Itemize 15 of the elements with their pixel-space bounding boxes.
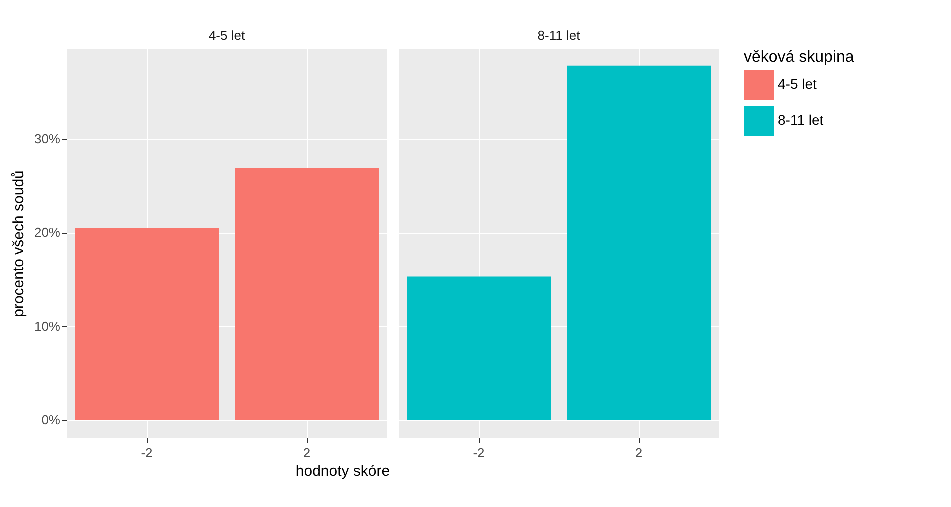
legend-label: 4-5 let bbox=[778, 76, 818, 92]
chart-title: 4-5 let bbox=[208, 28, 246, 43]
x-tick-label: -2 bbox=[141, 446, 153, 460]
y-tick-label: 10% bbox=[34, 318, 61, 334]
x-tick-label: 2 bbox=[635, 446, 643, 460]
legend-title: věková skupina bbox=[744, 49, 854, 66]
y-tick-label: 0% bbox=[42, 412, 61, 428]
legend-label: 8-11 let bbox=[778, 112, 824, 128]
x-tick-label: -2 bbox=[473, 446, 485, 460]
y-tick-label: 30% bbox=[34, 131, 61, 146]
y-tick-label: 20% bbox=[34, 225, 61, 240]
y-axis-title: procento všech soudů bbox=[10, 170, 28, 318]
x-tick-label: 2 bbox=[303, 446, 311, 460]
chart-title: 8-11 let bbox=[538, 28, 581, 43]
x-axis-title: hodnoty skóre bbox=[296, 463, 390, 480]
